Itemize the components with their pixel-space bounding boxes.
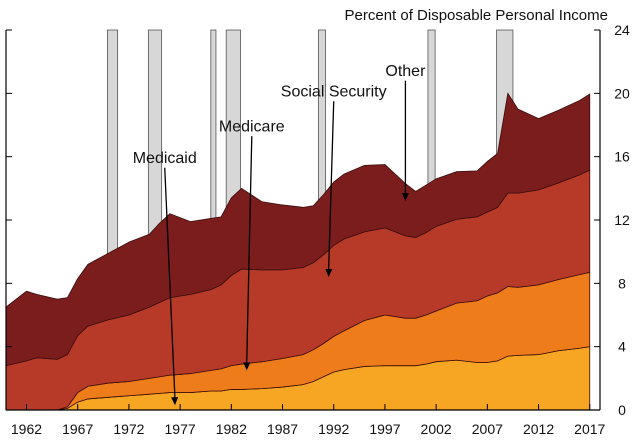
y-tick-label-16: 16	[614, 149, 630, 165]
x-tick-label-2017: 2017	[574, 421, 605, 437]
annotation-arrow-social-security	[327, 101, 335, 272]
annotation-arrow-medicaid	[164, 167, 176, 400]
x-tick-label-2002: 2002	[421, 421, 452, 437]
annotations: Medicaid Medicare Social Security Other	[133, 63, 426, 406]
annotation-arrow-medicare	[246, 136, 253, 365]
area-other	[5, 92, 591, 367]
x-tick-label-1977: 1977	[165, 421, 196, 437]
annotation-arrowhead-medicare	[243, 362, 251, 371]
x-tick-label-1992: 1992	[318, 421, 349, 437]
annotation-label-medicaid: Medicaid	[133, 150, 197, 167]
y-tick-label-12: 12	[614, 212, 630, 228]
annotation-label-medicare: Medicare	[219, 118, 285, 135]
y-tick-label-20: 20	[614, 85, 630, 101]
x-tick-label-2012: 2012	[523, 421, 554, 437]
y-tick-label-8: 8	[618, 275, 626, 291]
x-tick-label-2007: 2007	[472, 421, 503, 437]
axes: 0 4 8 12 16 20 24 1962 1967 1972 1977 1982 1987 1992 1…	[5, 22, 630, 437]
annotation-arrowhead-other	[401, 193, 409, 201]
annotation-label-other: Other	[385, 63, 426, 80]
x-tick-label-1987: 1987	[267, 421, 298, 437]
x-tick-label-1962: 1962	[11, 421, 42, 437]
y-tick-label-4: 4	[618, 339, 626, 355]
x-tick-label-1967: 1967	[62, 421, 93, 437]
x-tick-label-1997: 1997	[369, 421, 400, 437]
x-tick-label-1982: 1982	[216, 421, 247, 437]
annotation-arrowhead-medicaid	[171, 397, 179, 406]
annotation-label-social-security: Social Security	[281, 84, 387, 101]
y-tick-label-0: 0	[618, 402, 626, 418]
x-tick-label-1972: 1972	[113, 421, 144, 437]
annotation-arrowhead-social-security	[325, 268, 333, 277]
stacked-area-series	[5, 92, 591, 411]
y-axis-unit-label: Percent of Disposable Personal Income	[345, 7, 608, 24]
y-tick-label-24: 24	[614, 22, 630, 38]
